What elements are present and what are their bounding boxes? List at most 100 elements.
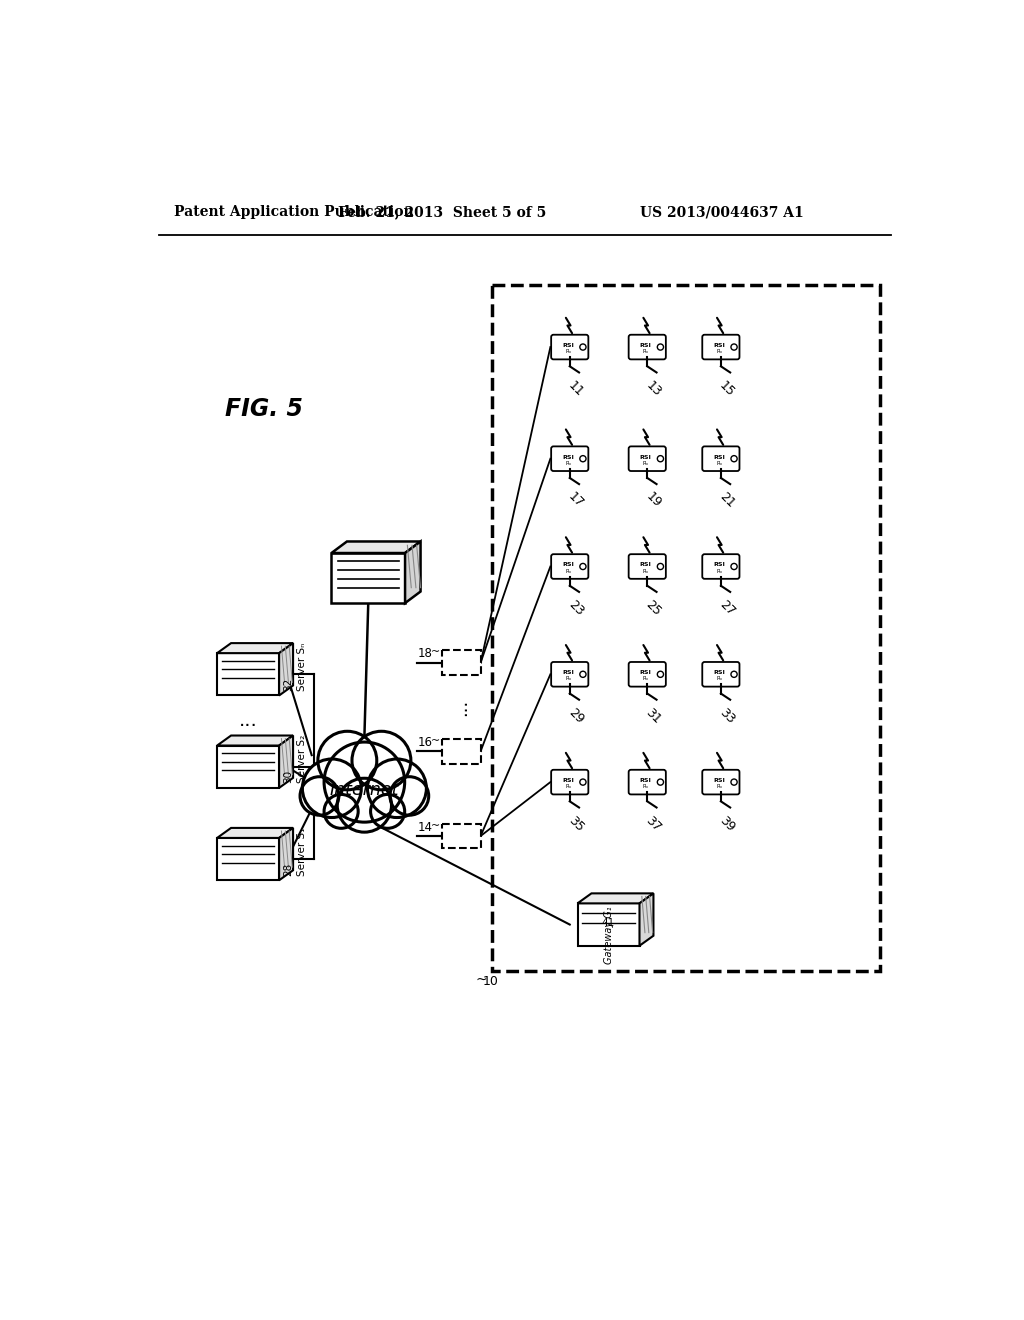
Text: US 2013/0044637 A1: US 2013/0044637 A1: [640, 206, 803, 219]
Text: RSI: RSI: [640, 671, 651, 676]
Circle shape: [580, 671, 586, 677]
Text: ~: ~: [431, 737, 440, 746]
Text: 14: 14: [418, 821, 432, 834]
Text: ~: ~: [431, 821, 440, 830]
Circle shape: [657, 779, 664, 785]
Text: ...: ...: [453, 698, 470, 715]
Polygon shape: [640, 894, 653, 945]
FancyBboxPatch shape: [551, 554, 589, 578]
Circle shape: [300, 776, 339, 816]
Text: Rₓ: Rₓ: [716, 676, 723, 681]
Polygon shape: [280, 735, 293, 788]
Text: Rₓ: Rₓ: [565, 784, 571, 789]
Circle shape: [324, 795, 358, 829]
Text: RSI: RSI: [640, 454, 651, 459]
Text: Feb. 21, 2013  Sheet 5 of 5: Feb. 21, 2013 Sheet 5 of 5: [338, 206, 546, 219]
FancyBboxPatch shape: [702, 446, 739, 471]
Circle shape: [657, 345, 664, 350]
Text: 30
Server S₂: 30 Server S₂: [283, 735, 307, 783]
Circle shape: [368, 759, 426, 817]
Circle shape: [580, 564, 586, 570]
Circle shape: [731, 564, 737, 570]
Text: 25: 25: [643, 598, 664, 619]
FancyBboxPatch shape: [551, 446, 589, 471]
Text: ...: ...: [239, 711, 257, 730]
Polygon shape: [332, 541, 421, 553]
Text: Rₓ: Rₓ: [565, 569, 571, 574]
Text: 33: 33: [717, 706, 737, 726]
Text: RSI: RSI: [714, 777, 725, 783]
Polygon shape: [332, 553, 406, 603]
FancyBboxPatch shape: [702, 663, 739, 686]
Bar: [442, 824, 480, 849]
Polygon shape: [406, 541, 421, 603]
Bar: [493, 285, 880, 970]
Text: Rₓ: Rₓ: [643, 676, 649, 681]
Text: RSI: RSI: [562, 562, 574, 568]
Circle shape: [657, 564, 664, 570]
Text: RSI: RSI: [714, 671, 725, 676]
Text: Rₓ: Rₓ: [643, 569, 649, 574]
Text: 16: 16: [418, 737, 432, 748]
Text: Rₓ: Rₓ: [565, 350, 571, 354]
Polygon shape: [217, 828, 293, 838]
Text: 31: 31: [643, 706, 664, 726]
Text: RSI: RSI: [640, 343, 651, 348]
Polygon shape: [217, 746, 280, 788]
Text: RSI: RSI: [714, 562, 725, 568]
Text: Rₓ: Rₓ: [643, 784, 649, 789]
Polygon shape: [578, 894, 653, 903]
Circle shape: [337, 779, 391, 832]
Text: 23: 23: [566, 598, 586, 618]
Text: 29: 29: [566, 706, 586, 726]
Text: Rₓ: Rₓ: [565, 676, 571, 681]
Circle shape: [302, 759, 361, 817]
Circle shape: [317, 731, 377, 789]
FancyBboxPatch shape: [629, 770, 666, 795]
Text: Gateway G₁: Gateway G₁: [603, 907, 613, 964]
Circle shape: [580, 345, 586, 350]
Text: 19: 19: [643, 490, 664, 511]
Text: Rₓ: Rₓ: [716, 569, 723, 574]
Text: RSI: RSI: [562, 343, 574, 348]
Circle shape: [324, 742, 404, 822]
Text: 21: 21: [717, 490, 737, 511]
Bar: [442, 651, 480, 675]
Text: ~: ~: [431, 647, 440, 657]
Circle shape: [580, 455, 586, 462]
Text: 37: 37: [643, 813, 664, 834]
Text: Rₓ: Rₓ: [643, 350, 649, 354]
Circle shape: [390, 776, 429, 816]
Text: FIG. 5: FIG. 5: [224, 396, 303, 421]
FancyBboxPatch shape: [629, 335, 666, 359]
Text: 32
Server Sₙ: 32 Server Sₙ: [283, 643, 307, 690]
Text: 17: 17: [565, 490, 586, 511]
Polygon shape: [280, 643, 293, 696]
Text: Rₓ: Rₓ: [565, 461, 571, 466]
Text: Rₓ: Rₓ: [716, 350, 723, 354]
Text: 35: 35: [565, 813, 586, 834]
Text: RSI: RSI: [714, 343, 725, 348]
Polygon shape: [217, 838, 280, 880]
Text: 13: 13: [643, 379, 664, 399]
Circle shape: [731, 779, 737, 785]
Circle shape: [657, 671, 664, 677]
Polygon shape: [217, 735, 293, 746]
Text: Rₓ: Rₓ: [643, 461, 649, 466]
Text: 11: 11: [566, 379, 586, 399]
FancyBboxPatch shape: [702, 770, 739, 795]
Text: 10: 10: [482, 974, 499, 987]
FancyBboxPatch shape: [551, 770, 589, 795]
Text: 39: 39: [717, 813, 737, 834]
Polygon shape: [280, 828, 293, 880]
FancyBboxPatch shape: [629, 554, 666, 578]
Text: 15: 15: [717, 379, 737, 399]
Polygon shape: [578, 903, 640, 945]
Text: 18: 18: [418, 647, 432, 660]
Text: 27: 27: [717, 598, 737, 619]
Circle shape: [580, 779, 586, 785]
FancyBboxPatch shape: [702, 335, 739, 359]
FancyBboxPatch shape: [551, 663, 589, 686]
Circle shape: [657, 455, 664, 462]
Polygon shape: [217, 653, 280, 696]
